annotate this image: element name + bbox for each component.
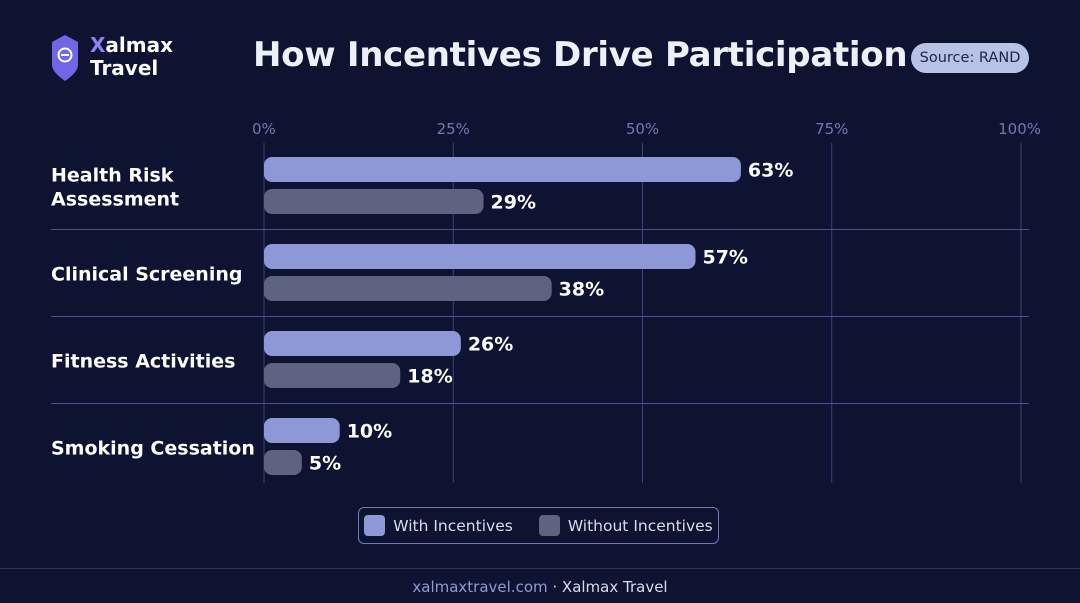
bar-without-incentives: [264, 450, 302, 475]
bar-value-label: 26%: [468, 334, 513, 356]
bar-value-label: 63%: [748, 160, 793, 182]
bar-with-incentives: [264, 244, 696, 269]
chart-legend: With Incentives Without Incentives: [358, 507, 719, 544]
footer-url[interactable]: xalmaxtravel.com: [412, 578, 548, 596]
legend-label-with: With Incentives: [393, 516, 513, 535]
bar-with-incentives: [264, 418, 340, 443]
bar-value-label: 57%: [702, 247, 747, 269]
brand-name: Xalmax Travel: [90, 33, 174, 80]
bar-value-label: 5%: [309, 453, 341, 475]
legend-swatch-with: [364, 515, 386, 536]
footer-divider: [0, 568, 1080, 569]
footer: xalmaxtravel.com · Xalmax Travel: [0, 578, 1080, 596]
brand-logo: Xalmax Travel: [50, 34, 173, 82]
category-label: Clinical Screening: [51, 264, 242, 286]
category-label: Assessment: [51, 189, 179, 211]
x-tick-label: 100%: [998, 120, 1041, 138]
bar-without-incentives: [264, 276, 552, 301]
bar-with-incentives: [264, 157, 741, 182]
x-tick-label: 50%: [626, 120, 659, 138]
category-label: Health Risk: [51, 165, 174, 187]
bar-value-label: 18%: [407, 366, 452, 388]
footer-separator: ·: [547, 578, 562, 596]
category-label: Fitness Activities: [51, 351, 235, 373]
source-badge: Source: RAND: [911, 43, 1029, 73]
page-title: How Incentives Drive Participation: [253, 35, 908, 75]
footer-brand: Xalmax Travel: [561, 578, 668, 596]
legend-item-with: With Incentives: [364, 515, 513, 536]
location-pin-icon: [52, 35, 78, 81]
category-label: Smoking Cessation: [51, 438, 255, 460]
x-tick-label: 75%: [815, 120, 848, 138]
legend-item-without: Without Incentives: [538, 515, 713, 536]
x-tick-label: 25%: [437, 120, 470, 138]
bar-value-label: 10%: [347, 421, 392, 443]
bar-without-incentives: [264, 363, 401, 388]
bar-value-label: 29%: [491, 192, 536, 214]
bar-without-incentives: [264, 189, 484, 214]
x-tick-label: 0%: [252, 120, 276, 138]
bar-with-incentives: [264, 331, 461, 356]
legend-swatch-without: [538, 515, 560, 536]
bar-value-label: 38%: [559, 279, 604, 301]
legend-label-without: Without Incentives: [567, 516, 713, 535]
